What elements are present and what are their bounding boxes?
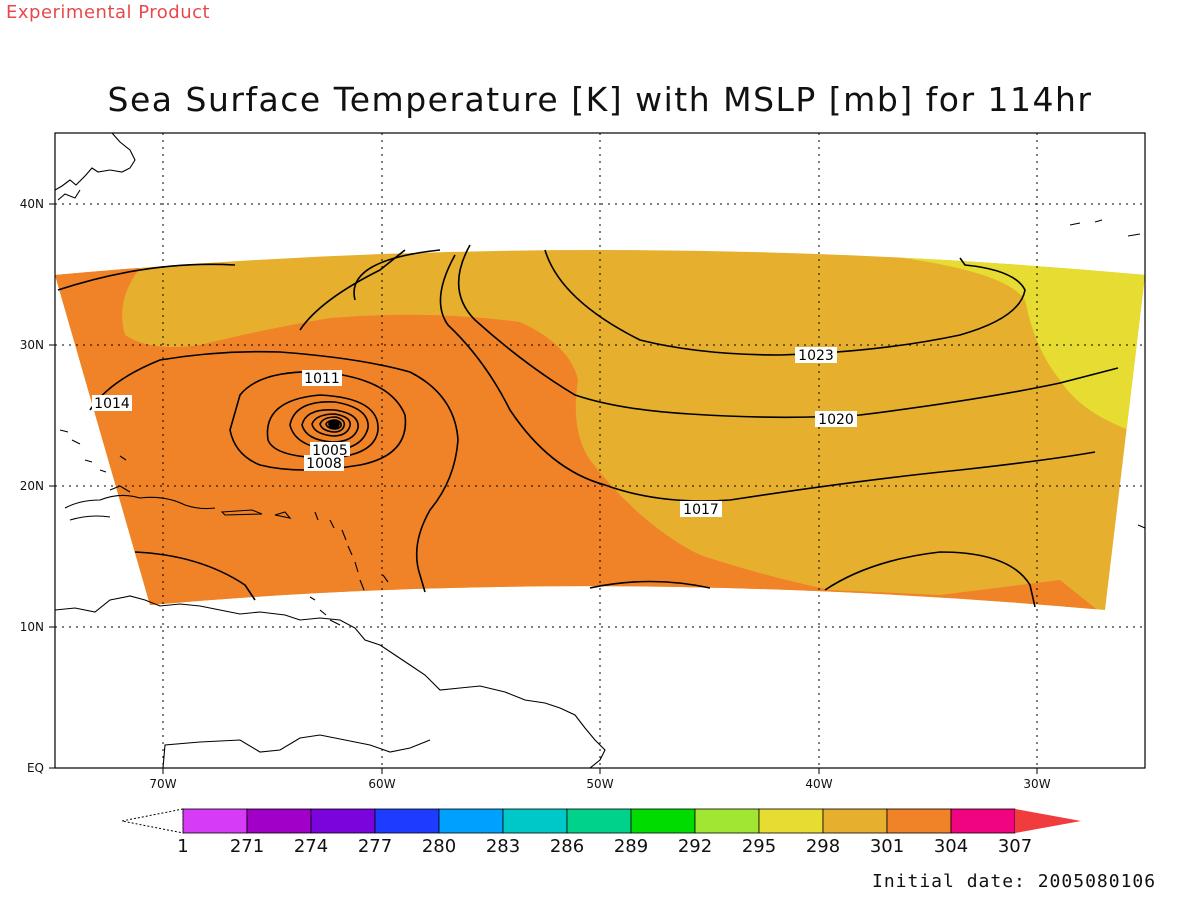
lon-label: 50W	[586, 777, 613, 791]
eastern-islands	[1069, 219, 1145, 529]
greater-antilles	[64, 485, 292, 521]
colorbar-left-arrow	[121, 808, 184, 834]
colorbar-label: 280	[422, 836, 456, 857]
north-america-coast	[55, 133, 136, 201]
colorbar-label: 295	[742, 836, 776, 857]
colorbar-label: 283	[486, 836, 520, 857]
experimental-product-label: Experimental Product	[6, 2, 211, 23]
contour-label-1020: 1020	[815, 411, 857, 428]
contour-label-1008: 1008	[304, 455, 344, 472]
contour-label-1011: 1011	[302, 370, 342, 387]
colorbar-label: 277	[358, 836, 392, 857]
isobar-1017-west	[134, 551, 256, 601]
lon-label: 60W	[368, 777, 395, 791]
isobar-1017-east	[439, 254, 1096, 502]
lesser-antilles	[309, 511, 389, 626]
svg-text:1023: 1023	[798, 348, 834, 364]
colorbar-label: 304	[934, 836, 968, 857]
sst-field	[55, 250, 1145, 610]
isobar-1020	[353, 244, 1119, 419]
colorbar-swatch	[630, 808, 696, 834]
isobar-1017-arc	[299, 249, 406, 331]
sst-region-298	[880, 250, 1145, 440]
colorbar-swatch	[694, 808, 760, 834]
colorbar-swatch	[374, 808, 440, 834]
lon-label: 30W	[1023, 777, 1050, 791]
colorbar-label: 1	[177, 836, 188, 857]
isobar-1014-north	[57, 263, 236, 291]
contour-label-1017: 1017	[680, 501, 722, 518]
colorbar-label: 271	[230, 836, 264, 857]
colorbar-label: 298	[806, 836, 840, 857]
lat-label: EQ	[27, 761, 44, 775]
longitude-labels: 70W 60W 50W 40W 30W	[149, 777, 1050, 791]
isobar-contours	[57, 244, 1119, 608]
lat-label: 30N	[20, 338, 44, 352]
svg-text:1014: 1014	[94, 396, 130, 412]
lat-label: 40N	[20, 197, 44, 211]
map-title: Sea Surface Temperature [K] with MSLP [m…	[107, 80, 1093, 119]
colorbar-swatch	[950, 808, 1016, 834]
colorbar-swatch	[566, 808, 632, 834]
colorbar-swatch	[438, 808, 504, 834]
colorbar-label: 307	[998, 836, 1032, 857]
south-america-coast	[55, 595, 606, 768]
colorbar-swatch	[182, 808, 248, 834]
colorbar-swatch	[758, 808, 824, 834]
lon-label: 70W	[149, 777, 176, 791]
grid-lines	[55, 133, 1145, 768]
svg-text:1017: 1017	[683, 502, 719, 518]
colorbar-swatch	[310, 808, 376, 834]
isobar-1014	[89, 350, 459, 593]
contour-label-1014: 1014	[92, 395, 132, 412]
colorbar-label: 274	[294, 836, 328, 857]
sst-region-304	[55, 250, 1110, 610]
svg-text:1011: 1011	[304, 371, 340, 387]
svg-text:1008: 1008	[306, 456, 342, 472]
colorbar-swatch	[886, 808, 952, 834]
lat-label: 10N	[20, 620, 44, 634]
lat-label: 20N	[20, 479, 44, 493]
colorbar-label: 286	[550, 836, 584, 857]
axis-ticks	[49, 203, 1038, 774]
coastlines	[55, 133, 1145, 768]
isobar-1014-south	[589, 551, 1036, 608]
colorbar-right-arrow	[1015, 809, 1081, 833]
isobar-1023	[544, 249, 1026, 356]
colorbar: 1 271 274 277 280 283 286 289 292 295 298 301 304 307	[121, 808, 1081, 857]
colorbar-swatch	[822, 808, 888, 834]
low-pressure-center	[328, 419, 340, 429]
western-islands	[59, 429, 127, 473]
colorbar-label: 292	[678, 836, 712, 857]
low-pressure-rings	[289, 401, 369, 451]
colorbar-label: 289	[614, 836, 648, 857]
colorbar-label: 301	[870, 836, 904, 857]
colorbar-swatch	[246, 808, 312, 834]
initial-date: Initial date: 2005080106	[872, 871, 1157, 892]
contour-label-1023: 1023	[795, 347, 837, 364]
lon-label: 40W	[805, 777, 832, 791]
colorbar-swatch	[502, 808, 568, 834]
svg-text:1020: 1020	[818, 412, 854, 428]
latitude-labels: 40N 30N 20N 10N EQ	[20, 197, 44, 775]
contour-labels: 1014 1011 1005 1008 1023 1020 1017	[92, 347, 857, 518]
